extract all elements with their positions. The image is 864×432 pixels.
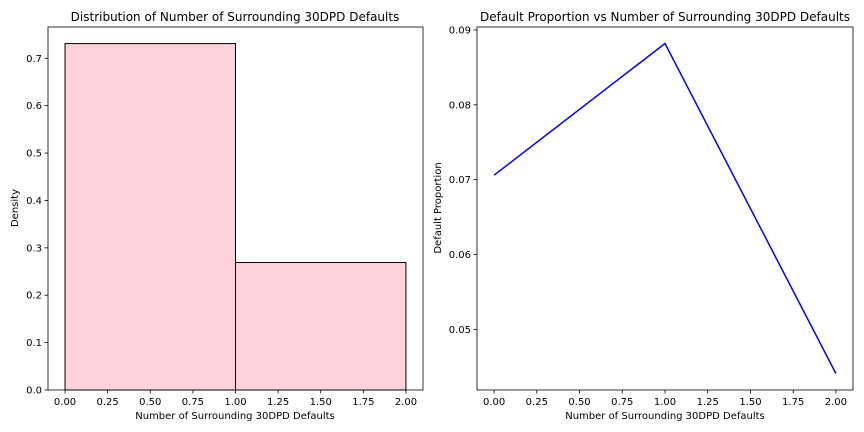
- x-tick-label: 0.50: [568, 397, 590, 408]
- x-tick-label: 1.75: [782, 397, 804, 408]
- x-tick-label: 1.00: [224, 397, 246, 408]
- x-tick-label: 1.50: [739, 397, 761, 408]
- x-tick-label: 0.00: [483, 397, 505, 408]
- x-tick-label: 0.25: [97, 397, 119, 408]
- y-tick-label: 0.5: [26, 149, 42, 160]
- histogram-y-axis-label: Density: [10, 189, 21, 227]
- y-tick-label: 0.7: [26, 54, 42, 65]
- x-tick-label: 1.25: [267, 397, 289, 408]
- y-tick-label: 0.4: [26, 196, 42, 207]
- x-tick-label: 0.75: [182, 397, 204, 408]
- y-tick-label: 0.08: [449, 100, 471, 111]
- x-tick-label: 0.50: [139, 397, 161, 408]
- x-tick-label: 0.25: [526, 397, 548, 408]
- histogram-bar: [64, 43, 236, 391]
- y-tick-label: 0.06: [449, 250, 471, 261]
- x-tick-label: 1.50: [310, 397, 332, 408]
- line-chart-title: Default Proportion vs Number of Surround…: [480, 10, 850, 24]
- y-tick-label: 0.2: [26, 291, 42, 302]
- line-chart: Default Proportion vs Number of Surround…: [433, 10, 854, 422]
- x-tick-label: 1.75: [352, 397, 374, 408]
- histogram-bar: [235, 262, 407, 391]
- y-tick-label: 0.05: [449, 325, 471, 336]
- y-tick-label: 0.3: [26, 243, 42, 254]
- histogram-title: Distribution of Number of Surrounding 30…: [71, 10, 400, 24]
- x-tick-label: 0.75: [611, 397, 633, 408]
- y-tick-label: 0.0: [26, 386, 42, 397]
- line-chart-x-axis-label: Number of Surrounding 30DPD Defaults: [565, 411, 765, 422]
- x-tick-label: 0.00: [54, 397, 76, 408]
- x-tick-label: 1.00: [654, 397, 676, 408]
- y-tick-label: 0.09: [449, 25, 471, 36]
- x-tick-label: 2.00: [825, 397, 847, 408]
- y-tick-label: 0.07: [449, 175, 471, 186]
- histogram-chart: Distribution of Number of Surrounding 30…: [10, 10, 424, 422]
- line-chart-axes-frame: [476, 26, 854, 391]
- line-chart-y-axis-label: Default Proportion: [433, 162, 444, 253]
- default-proportion-line: [493, 42, 837, 374]
- x-tick-label: 1.25: [697, 397, 719, 408]
- y-tick-label: 0.1: [26, 338, 42, 349]
- x-tick-label: 2.00: [395, 397, 417, 408]
- histogram-x-axis-label: Number of Surrounding 30DPD Defaults: [135, 411, 335, 422]
- y-tick-label: 0.6: [26, 101, 42, 112]
